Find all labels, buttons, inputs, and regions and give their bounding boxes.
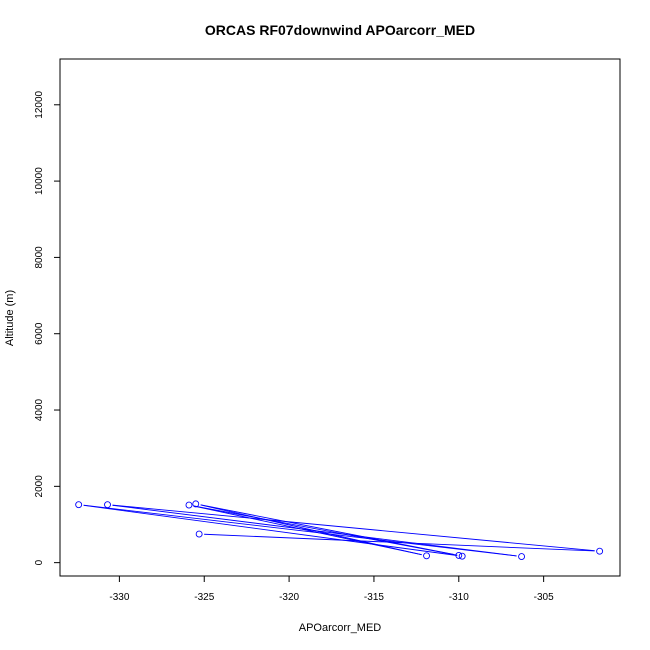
series-layer: [75, 500, 604, 560]
data-point: [596, 547, 604, 555]
series-line-segment: [200, 504, 422, 556]
y-tick-label: 4000: [34, 398, 45, 421]
y-tick-label: 12000: [34, 90, 45, 118]
data-point: [423, 552, 430, 560]
series-line-segment: [112, 504, 595, 552]
data-point: [458, 552, 466, 560]
plot-frame: [59, 58, 621, 577]
x-tick-label: -325: [194, 592, 214, 603]
x-tick-label: -305: [534, 592, 554, 603]
x-axis: -330 -325 -320 -315 -310 -305: [109, 575, 554, 603]
series-line-segment: [83, 504, 517, 557]
series-line-segment: [200, 504, 454, 555]
y-tick-label: 0: [34, 559, 45, 565]
data-point: [75, 501, 83, 509]
y-axis: 0 2000 4000 6000 8000 10000 12000: [34, 90, 61, 565]
series-line-segment: [193, 505, 422, 556]
y-tick-label: 6000: [34, 322, 45, 345]
x-tick-label: -320: [279, 592, 299, 603]
data-point: [104, 501, 111, 509]
x-tick-label: -315: [364, 592, 384, 603]
x-tick-label: -310: [449, 592, 469, 603]
y-axis-label: Altitude (m): [4, 290, 16, 346]
data-point: [518, 553, 526, 560]
x-axis-label: APOarcorr_MED: [299, 622, 382, 634]
y-tick-label: 10000: [34, 167, 45, 195]
data-point: [185, 501, 193, 509]
y-tick-label: 8000: [34, 246, 45, 269]
data-point: [455, 551, 463, 559]
x-tick-label: -330: [109, 592, 129, 603]
series-line-segment: [193, 505, 458, 556]
data-point: [195, 530, 203, 538]
chart-title: ORCAS RF07downwind APOarcorr_MED: [205, 22, 475, 38]
data-point: [192, 500, 200, 508]
series-line-segment: [83, 504, 458, 556]
y-tick-label: 2000: [34, 475, 45, 498]
